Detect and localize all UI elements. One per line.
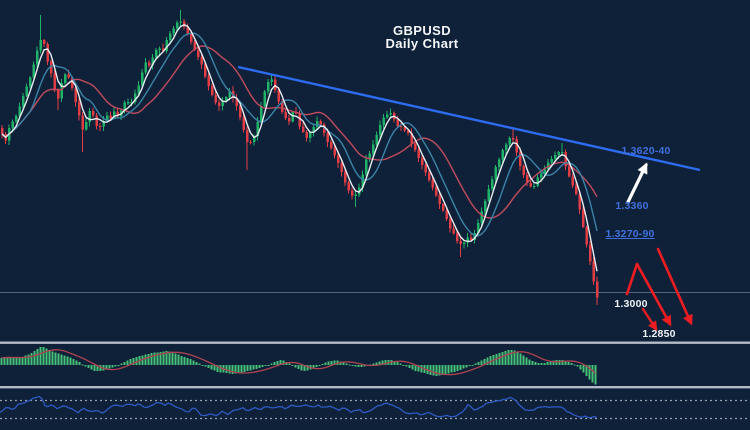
oscillator-line	[0, 395, 598, 419]
descending-trendline	[237, 65, 701, 172]
panel-separator	[0, 386, 750, 389]
price-label-1-3360: 1.3360	[615, 200, 649, 212]
red-zigzag-down-arrow	[625, 262, 672, 327]
chart-title-block: GBPUSD Daily Chart	[332, 24, 512, 50]
symbol-title: GBPUSD	[392, 23, 452, 38]
red-small-down-arrow	[641, 307, 658, 332]
support-line-1.2850	[0, 341, 750, 344]
price-label-1-3000: 1.3000	[614, 298, 648, 310]
ma-line-w9	[1, 32, 598, 237]
timeframe-subtitle: Daily Chart	[385, 36, 459, 51]
candles-group	[0, 10, 599, 305]
price-label-1-2850: 1.2850	[642, 328, 676, 340]
ma-line-w4	[1, 24, 598, 272]
ma-line-w18	[1, 45, 598, 219]
price-label-1-3270-90: 1.3270-90	[605, 228, 655, 240]
macd-histogram-group	[0, 346, 597, 385]
price-label-resistance-zone: 1.3620-40	[621, 145, 671, 157]
red-straight-down-arrow	[656, 247, 693, 326]
white-projection-up-arrow	[626, 162, 648, 204]
macd-signal-line	[1, 349, 596, 376]
